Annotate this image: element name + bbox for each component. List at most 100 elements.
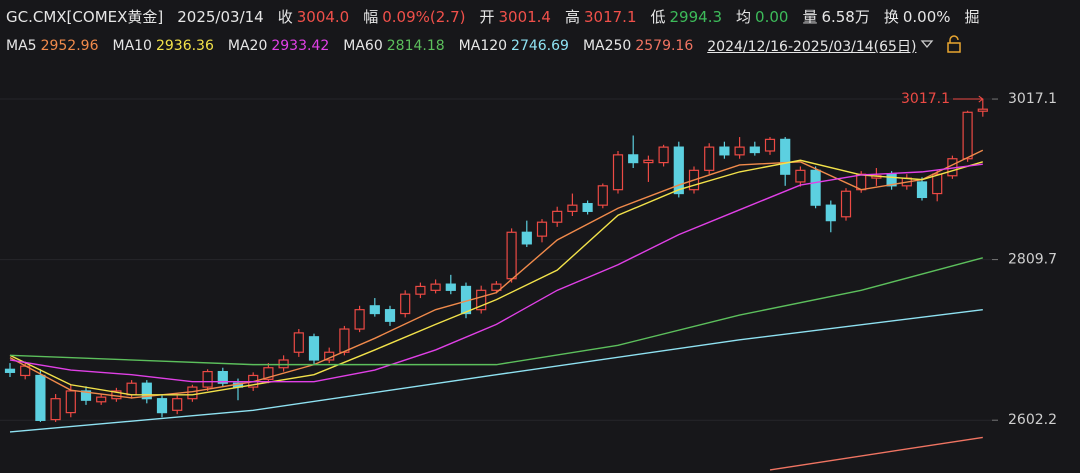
candle-body <box>369 305 380 315</box>
candle-body <box>187 386 198 400</box>
candle-body <box>141 382 152 400</box>
candle-body <box>476 289 487 311</box>
range-selector[interactable]: 2024/12/16-2025/03/14(65日) <box>707 39 917 55</box>
candle-body <box>932 173 943 195</box>
candle-body <box>597 185 608 206</box>
info-label: 幅 <box>363 8 379 26</box>
info-label: 高 <box>564 8 580 26</box>
info-value: 3001.4 <box>498 7 551 26</box>
info-value: 3004.0 <box>296 7 350 26</box>
candle-body <box>628 154 639 164</box>
info-label: 掘 <box>964 8 980 26</box>
candle-body <box>263 367 274 380</box>
annotation-arrow <box>953 95 984 103</box>
legend-value: 2814.18 <box>386 38 445 54</box>
legend-name: MA20 <box>227 38 268 54</box>
candle-body <box>658 146 669 164</box>
symbol: GC.CMX[COMEX黄金] <box>6 8 164 26</box>
candle-body <box>415 285 426 295</box>
ma-legend: MA5 2952.96 MA10 2936.36 MA20 2933.42 MA60 2814… <box>6 35 970 57</box>
legend-value: 2933.42 <box>271 38 330 54</box>
candle-body <box>764 138 776 152</box>
candle-body <box>552 210 563 223</box>
candle-body <box>278 359 289 369</box>
candle-body <box>521 231 532 245</box>
info-label: 换 <box>883 8 899 26</box>
candle-body <box>536 221 548 237</box>
range-icons[interactable] <box>920 35 966 57</box>
candle-body <box>704 146 715 171</box>
legend-value: 2952.96 <box>40 38 99 54</box>
candle-body <box>916 181 928 199</box>
candle-body <box>795 169 806 183</box>
candle-body <box>506 231 517 280</box>
candle-body <box>780 138 791 175</box>
candle-body <box>856 173 867 191</box>
legend-name: MA120 <box>458 38 508 54</box>
candle-body <box>886 173 897 187</box>
ma-line <box>9 257 983 366</box>
candle-body <box>156 398 168 414</box>
info-value: 6.58万 <box>821 8 870 26</box>
icons <box>921 35 962 53</box>
candle-body <box>35 374 46 421</box>
candle-body <box>293 332 304 353</box>
info-value: 0.00 <box>755 7 789 26</box>
candle-body <box>172 398 183 411</box>
candle-body <box>65 390 76 414</box>
candle-body <box>612 154 624 191</box>
candle-body <box>217 370 228 384</box>
legend-name: MA5 <box>6 38 37 54</box>
info-label: 开 <box>479 8 495 26</box>
quote-header: GC.CMX[COMEX黄金] 2025/03/14 收 3004.0 幅 0.09%… <box>6 6 984 27</box>
max-annotation: 3017.1 <box>901 91 950 107</box>
candle-body <box>719 146 730 156</box>
candle-body <box>962 111 973 160</box>
legend-value: 2579.16 <box>635 38 694 54</box>
y-tick-label: 2809.7 <box>1008 252 1057 268</box>
candle-body <box>50 398 61 421</box>
info-value: 0.09%(2.7) <box>382 7 466 26</box>
candle-body <box>840 190 852 218</box>
legend-value: 2746.69 <box>511 38 569 54</box>
candle-body <box>582 203 593 212</box>
candle-body <box>643 159 654 164</box>
legend-value: 2936.36 <box>155 38 214 54</box>
legend-name: MA10 <box>112 38 152 54</box>
candle-body <box>400 293 411 315</box>
candle-body <box>96 396 107 403</box>
candle-body <box>567 204 578 212</box>
candle-body <box>202 370 213 388</box>
candle-body <box>673 146 684 195</box>
candle-body <box>749 146 760 154</box>
candle-body <box>339 328 350 353</box>
candle-body <box>977 108 988 112</box>
candle-body <box>354 309 365 330</box>
info-label: 低 <box>650 8 666 26</box>
info-value: 3017.1 <box>584 7 637 26</box>
info-label: 均 <box>736 8 752 26</box>
candle-body <box>734 146 745 156</box>
candle-body <box>384 309 396 322</box>
candle-body <box>810 169 821 206</box>
y-tick-label: 3017.1 <box>1008 91 1057 107</box>
ma-line <box>769 436 983 471</box>
ma-line <box>9 308 983 433</box>
y-tick-label: 2602.2 <box>1008 412 1057 428</box>
info-value: 2994.3 <box>669 7 723 26</box>
date: 2025/03/14 <box>177 7 264 26</box>
ma-line <box>9 163 983 383</box>
ma-line <box>9 159 983 396</box>
candle-body <box>308 336 320 361</box>
legend-name: MA250 <box>582 38 632 54</box>
candle-body <box>491 283 502 291</box>
info-value: 0.00% <box>902 7 951 26</box>
candle-body <box>80 390 92 401</box>
candle-body <box>825 204 836 222</box>
candle-body <box>430 283 441 291</box>
legend-name: MA60 <box>343 38 383 54</box>
info-label: 收 <box>277 8 293 26</box>
ma-line <box>9 149 984 399</box>
